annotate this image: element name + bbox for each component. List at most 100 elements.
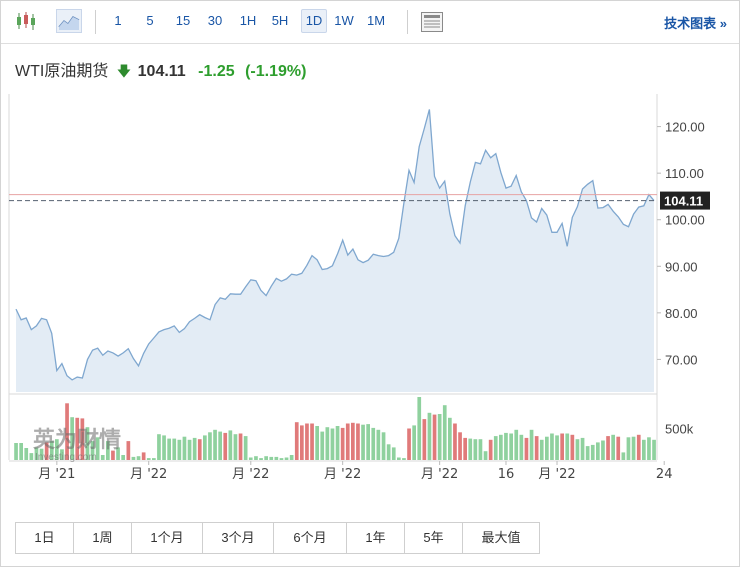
interval-button-30[interactable]: 30 [207, 13, 223, 28]
volume-bar [534, 436, 539, 460]
volume-bar [121, 455, 125, 460]
volume-bar [463, 437, 467, 460]
volume-bar [351, 422, 355, 460]
volume-bar [269, 456, 274, 460]
interval-button-1w[interactable]: 1W [334, 13, 354, 28]
volume-bar [197, 439, 202, 460]
volume-bar [284, 457, 289, 460]
volume-bar [172, 438, 177, 460]
volume-bar [631, 436, 636, 460]
range-button-5[interactable]: 1年 [347, 523, 405, 553]
volume-bar [642, 439, 646, 460]
volume-bar [539, 439, 544, 460]
volume-bar [483, 451, 488, 460]
volume-bar [468, 438, 473, 460]
interval-button-5h[interactable]: 5H [271, 13, 289, 28]
volume-bar [182, 436, 187, 460]
volume-bar [361, 424, 365, 460]
volume-bar [70, 417, 74, 460]
volume-bar [116, 447, 120, 460]
volume-bar [504, 432, 508, 460]
range-button-7[interactable]: 最大值 [481, 530, 521, 545]
volume-bar [274, 456, 279, 460]
volume-bar [524, 437, 529, 460]
volume-bar [442, 405, 447, 460]
volume-bar [111, 450, 115, 460]
interval-button-1[interactable]: 1 [114, 13, 122, 28]
volume-bar [422, 419, 427, 460]
volume-bar [565, 433, 570, 460]
volume-bar [335, 426, 340, 460]
volume-bar [243, 436, 248, 460]
volume-bar [626, 437, 631, 460]
volume-bar [647, 437, 651, 460]
volume-bar [146, 458, 151, 460]
indicators-panel-icon[interactable] [421, 12, 443, 37]
volume-bar [621, 452, 626, 460]
volume-bar [550, 433, 554, 460]
volume-bar [131, 456, 136, 460]
volume-bar [192, 437, 197, 460]
volume-bar [289, 455, 294, 460]
volume-bar [560, 433, 564, 460]
range-button-1[interactable]: 1周 [74, 523, 132, 553]
volume-bar [427, 412, 432, 461]
volume-bar [34, 447, 39, 460]
volume-bar [519, 434, 524, 460]
volume-bar [386, 444, 391, 461]
interval-button-1m[interactable]: 1M [366, 13, 386, 28]
range-button-2[interactable]: 1个月 [132, 523, 203, 553]
volume-bar [545, 436, 549, 460]
volume-bar [611, 434, 615, 460]
time-tick-label: 月 '22 [130, 467, 167, 482]
volume-bar [19, 443, 23, 460]
volume-bar [310, 423, 314, 460]
range-button-3[interactable]: 3个月 [203, 523, 274, 553]
price-volume-chart[interactable]: 120.00 110.00 100.00 90.00 80.00 70.00 104.11 5… [1, 1, 739, 501]
volume-bar [366, 424, 370, 460]
volume-bar [44, 442, 49, 460]
volume-bar [493, 436, 498, 460]
volume-bar [55, 439, 59, 460]
volume-bar [228, 430, 233, 460]
volume-bar [85, 427, 90, 460]
interval-button-5[interactable]: 5 [146, 13, 154, 28]
volume-bar [340, 427, 345, 460]
range-selector: 1日 1周 1个月 3个月 6个月 1年 5年 最大值 [15, 522, 540, 554]
volume-bar [136, 456, 141, 460]
volume-bar [279, 458, 284, 460]
volume-bar [514, 429, 519, 460]
watermark-logo: 英为财情 [33, 427, 121, 453]
price-tick-label: 90.00 [665, 259, 698, 274]
interval-button-1h[interactable]: 1H [239, 13, 257, 28]
price-tick-label: 100.00 [665, 213, 705, 228]
time-tick-label: 16 [498, 467, 515, 482]
time-tick-label: 月 '22 [538, 467, 575, 482]
candlestick-chart-icon[interactable] [15, 11, 37, 36]
volume-bar [325, 427, 330, 460]
area-chart-icon[interactable] [56, 9, 82, 38]
volume-bar [177, 439, 182, 460]
volume-bar [499, 434, 503, 460]
interval-button-15[interactable]: 15 [175, 13, 191, 28]
price-tick-label: 120.00 [665, 120, 705, 135]
volume-bar [167, 438, 171, 460]
volume-bar [652, 439, 656, 460]
last-price-badge [660, 191, 710, 210]
time-tick-label: 月 '22 [421, 467, 458, 482]
volume-bar [570, 434, 575, 460]
volume-bar [126, 441, 131, 460]
volume-bar [223, 432, 228, 460]
range-button-4[interactable]: 6个月 [274, 523, 347, 553]
volume-bar [320, 431, 325, 460]
price-line [15, 109, 655, 381]
range-button-0[interactable]: 1日 [16, 523, 74, 553]
range-button-6[interactable]: 5年 [405, 523, 463, 553]
interval-button-1d[interactable]: 1D [301, 9, 327, 33]
volume-bar [391, 447, 396, 460]
volume-bar [39, 448, 44, 460]
technical-chart-link[interactable]: 技术图表 » [664, 16, 727, 31]
volume-bar [213, 429, 217, 460]
volume-bar [580, 437, 585, 460]
volume-bar [458, 432, 462, 460]
